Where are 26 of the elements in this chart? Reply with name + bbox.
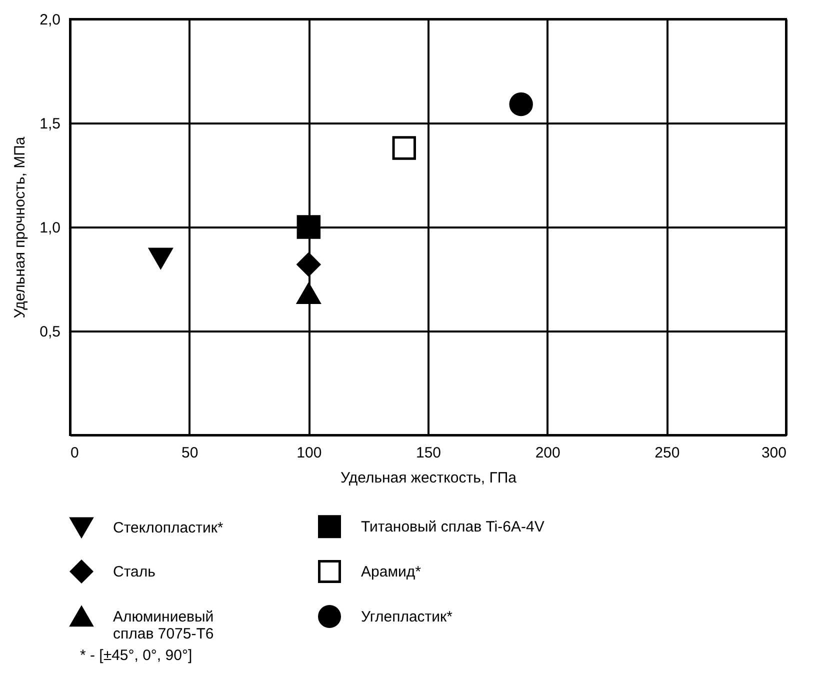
x-axis-title: Удельная жесткость, ГПа — [340, 470, 518, 486]
y-tick-label: 1,5 — [40, 116, 60, 132]
x-tick-label: 300 — [761, 444, 786, 462]
legend-label: Арамид* — [361, 564, 422, 580]
legend-label: Углепластик* — [361, 608, 453, 626]
legend-label: Титановый сплав Ti-6A-4V — [361, 518, 544, 536]
point — [296, 252, 321, 276]
text: * - [±45°, 0°, 90°] — [80, 647, 194, 664]
legend-label: Алюминиевый сплав 7075-T6 — [113, 608, 214, 642]
point — [296, 283, 321, 304]
y-axis-title: Удельная прочность, МПа — [12, 136, 29, 318]
x-tick-label: 0 — [70, 444, 79, 462]
legend-label: Стеклопластик* — [113, 519, 224, 536]
point — [148, 248, 173, 269]
x-tick-label: 200 — [535, 444, 560, 462]
x-tick-label: 50 — [181, 444, 198, 462]
x-tick-label: 150 — [416, 444, 442, 462]
point — [296, 215, 321, 239]
legend-label: Сталь — [113, 564, 156, 580]
y-tick-label: 2,0 — [40, 12, 60, 28]
x-tick-label: 250 — [654, 444, 680, 462]
y-tick-label: 1,0 — [40, 220, 60, 236]
x-tick-label: 100 — [296, 444, 322, 462]
y-tick-label: 0,5 — [40, 324, 60, 340]
point — [392, 136, 416, 160]
point — [509, 92, 533, 116]
